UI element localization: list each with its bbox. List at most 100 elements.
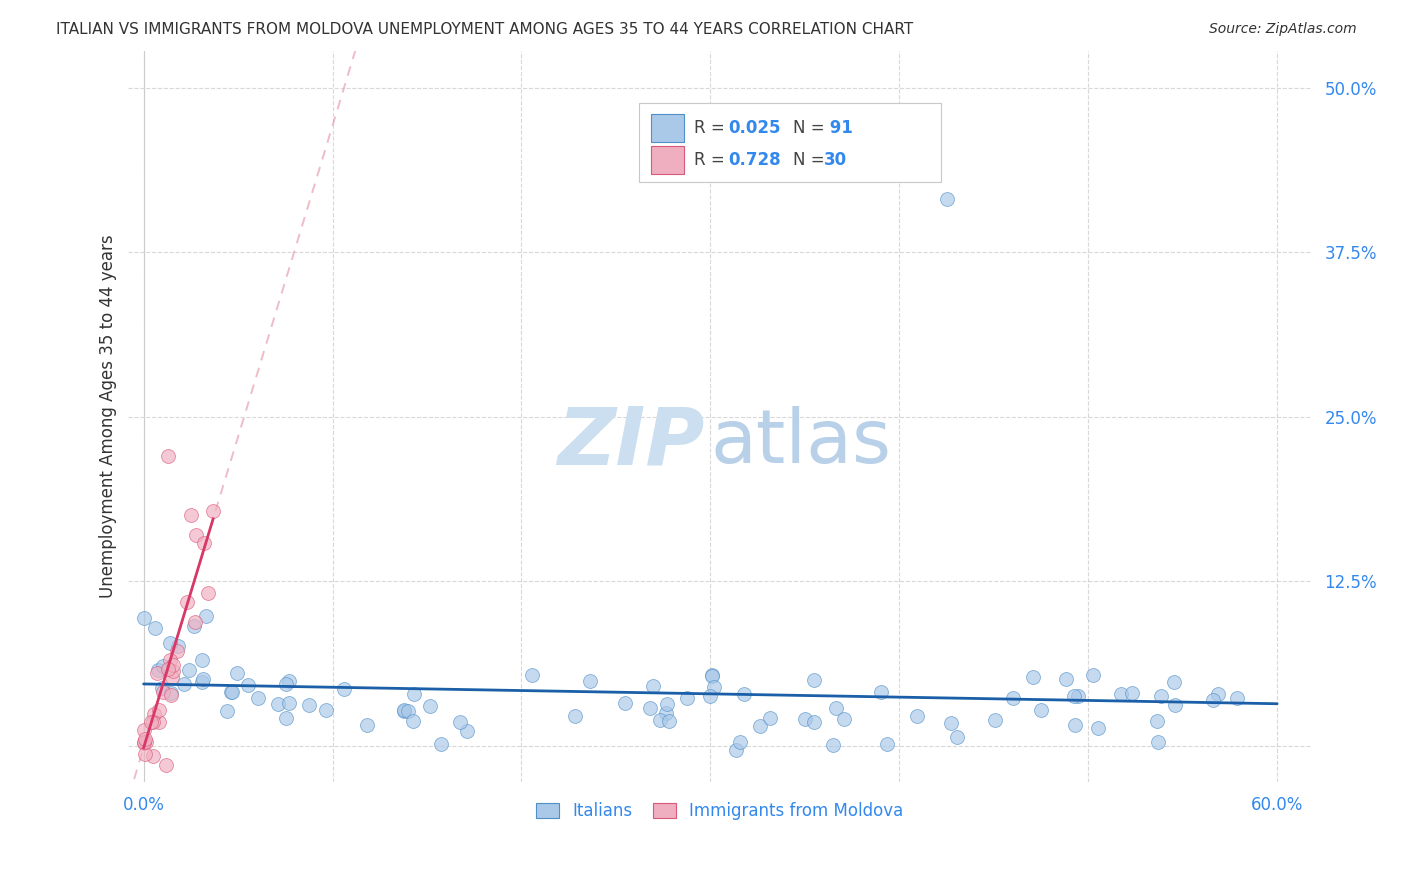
Point [183, 619, 205, 633]
Point [1164, 698, 1187, 712]
Point [1111, 687, 1133, 701]
Point [298, 698, 321, 712]
Point [1147, 735, 1170, 749]
Point [703, 680, 725, 694]
Point [733, 687, 755, 701]
Text: atlas: atlas [710, 406, 891, 479]
Y-axis label: Unemployment Among Ages 35 to 44 years: Unemployment Among Ages 35 to 44 years [100, 235, 117, 599]
Point [180, 508, 202, 523]
Point [146, 665, 169, 680]
Point [402, 687, 425, 701]
Point [274, 710, 297, 724]
Point [1083, 668, 1105, 682]
Point [157, 449, 180, 463]
Point [724, 743, 747, 757]
Point [142, 714, 165, 729]
Point [139, 715, 162, 730]
Point [759, 711, 782, 725]
Point [825, 701, 848, 715]
Point [699, 689, 721, 703]
Point [803, 673, 825, 687]
Point [186, 528, 208, 542]
Point [821, 738, 844, 752]
Point [1022, 670, 1045, 684]
Point [1163, 674, 1185, 689]
Point [1054, 672, 1077, 686]
Point [946, 730, 969, 744]
Point [401, 714, 423, 728]
Point [176, 595, 198, 609]
Point [614, 696, 637, 710]
FancyBboxPatch shape [640, 103, 941, 182]
Point [278, 696, 301, 710]
Point [984, 713, 1007, 727]
Point [166, 644, 188, 658]
Point [195, 608, 218, 623]
Text: N =: N = [793, 151, 830, 169]
Point [226, 666, 249, 681]
Point [876, 738, 898, 752]
Point [135, 735, 157, 749]
Point [392, 704, 415, 718]
Point [1206, 687, 1229, 701]
Point [578, 674, 600, 689]
Point [132, 736, 155, 750]
Point [803, 714, 825, 729]
Point [183, 615, 205, 629]
Point [654, 706, 676, 720]
Point [157, 661, 180, 675]
Point [700, 668, 723, 682]
Text: 91: 91 [824, 120, 853, 137]
Point [159, 686, 181, 700]
Point [177, 663, 200, 677]
Point [274, 677, 297, 691]
Point [456, 723, 478, 738]
Point [155, 758, 177, 772]
Point [202, 504, 225, 518]
Point [191, 674, 214, 689]
Point [162, 670, 184, 684]
Point [702, 668, 724, 682]
FancyBboxPatch shape [651, 145, 685, 174]
Point [1063, 690, 1085, 704]
Point [152, 685, 174, 699]
Point [1202, 693, 1225, 707]
Point [564, 709, 586, 723]
Point [166, 640, 188, 654]
Point [221, 685, 243, 699]
Point [277, 674, 299, 689]
Point [832, 712, 855, 726]
Point [794, 712, 817, 726]
Point [152, 658, 174, 673]
Point [643, 679, 665, 693]
Point [748, 718, 770, 732]
Point [520, 668, 543, 682]
Point [396, 704, 419, 718]
Point [1031, 703, 1053, 717]
Point [143, 621, 166, 635]
Point [246, 691, 269, 706]
Text: N =: N = [793, 120, 830, 137]
Point [173, 677, 195, 691]
Point [419, 698, 441, 713]
Point [638, 701, 661, 715]
Point [159, 636, 181, 650]
Point [939, 716, 962, 731]
Point [134, 747, 156, 761]
Point [333, 682, 356, 697]
Legend: Italians, Immigrants from Moldova: Italians, Immigrants from Moldova [529, 796, 910, 827]
Point [1002, 690, 1025, 705]
Point [159, 653, 181, 667]
Point [219, 685, 242, 699]
Point [648, 713, 671, 727]
FancyBboxPatch shape [651, 114, 685, 142]
Point [132, 735, 155, 749]
Point [132, 723, 155, 737]
Point [236, 678, 259, 692]
Text: ZIP: ZIP [557, 403, 704, 481]
Point [193, 536, 215, 550]
Point [728, 734, 751, 748]
Text: Source: ZipAtlas.com: Source: ZipAtlas.com [1209, 22, 1357, 37]
Point [430, 737, 453, 751]
Text: R =: R = [693, 151, 730, 169]
